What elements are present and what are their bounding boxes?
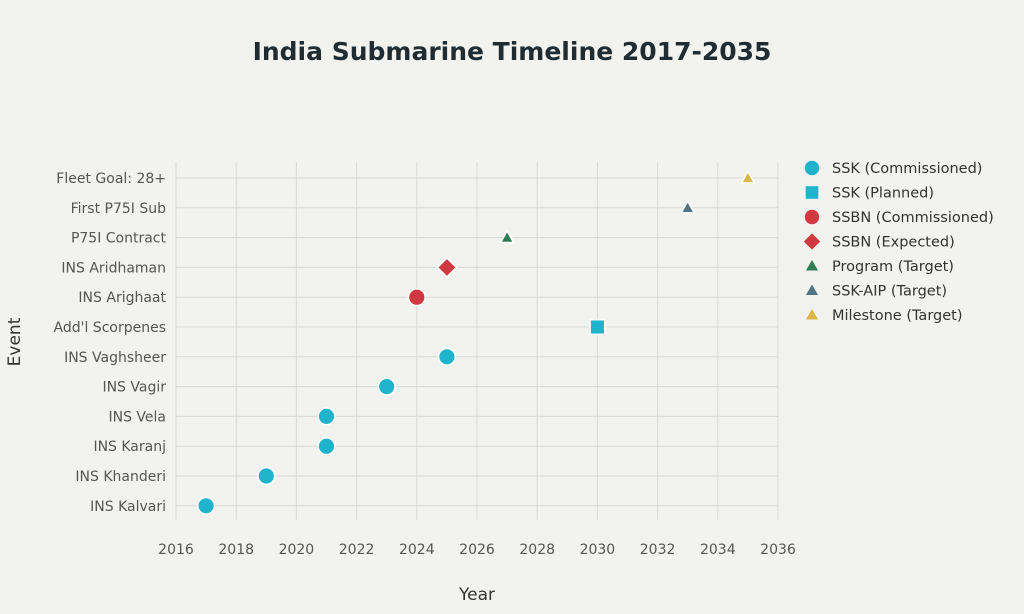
legend-label: Program (Target) — [832, 259, 954, 275]
y-axis-title: Event — [5, 317, 25, 366]
y-tick-label: Add'l Scorpenes — [54, 320, 166, 336]
y-tick-label: INS Khanderi — [75, 469, 166, 485]
legend-label: Milestone (Target) — [832, 308, 963, 324]
chart-title: India Submarine Timeline 2017-2035 — [253, 37, 772, 66]
data-points — [196, 169, 756, 515]
legend: SSK (Commissioned) SSK (Planned) SSBN (Com… — [803, 160, 994, 324]
x-tick-label: 2028 — [519, 542, 555, 558]
data-point — [257, 466, 276, 486]
x-tick-label: 2032 — [640, 542, 676, 558]
legend-label: SSBN (Commissioned) — [832, 210, 994, 226]
x-tick-label: 2026 — [459, 542, 495, 558]
grid — [175, 162, 779, 520]
data-point — [437, 347, 457, 366]
data-point — [317, 437, 336, 456]
legend-label: SSK-AIP (Target) — [832, 284, 947, 300]
x-tick-label: 2034 — [700, 542, 736, 558]
data-point — [196, 496, 216, 515]
legend-marker — [803, 233, 821, 250]
legend-marker — [805, 308, 819, 320]
x-tick-label: 2036 — [760, 542, 796, 558]
data-point — [317, 407, 336, 426]
legend-marker — [804, 209, 820, 225]
y-tick-label: INS Aridhaman — [61, 260, 166, 276]
y-axis-ticks: INS Kalvari INS Khanderi INS Karanj INS Vel… — [54, 171, 167, 515]
data-point — [589, 318, 606, 336]
legend-label: SSK (Commissioned) — [832, 161, 982, 177]
x-tick-label: 2020 — [279, 542, 315, 558]
legend-label: SSK (Planned) — [832, 186, 934, 202]
data-point — [407, 288, 426, 307]
y-tick-label: Fleet Goal: 28+ — [56, 171, 166, 187]
legend-marker — [805, 259, 819, 271]
x-axis-ticks: 2016 2018 2020 2022 2024 2026 2028 2030 2032 2034… — [158, 542, 796, 558]
x-axis-title: Year — [458, 585, 495, 605]
legend-marker — [804, 160, 820, 176]
y-tick-label: INS Arighaat — [78, 290, 166, 306]
y-tick-label: INS Vagir — [102, 380, 166, 396]
data-point — [679, 199, 696, 214]
y-tick-label: P75I Contract — [71, 231, 167, 247]
data-point — [377, 377, 396, 396]
x-tick-label: 2018 — [218, 542, 254, 558]
data-point — [739, 169, 756, 184]
x-tick-label: 2022 — [339, 542, 375, 558]
x-tick-label: 2024 — [399, 542, 435, 558]
legend-label: SSBN (Expected) — [832, 235, 955, 251]
legend-marker — [805, 186, 819, 199]
x-tick-label: 2030 — [580, 542, 616, 558]
y-tick-label: INS Vela — [108, 409, 166, 425]
x-tick-label: 2016 — [158, 542, 194, 558]
data-point — [436, 256, 458, 279]
data-point — [499, 229, 516, 244]
legend-marker — [805, 284, 819, 296]
y-tick-label: INS Karanj — [93, 439, 166, 455]
y-tick-label: INS Vaghsheer — [64, 350, 166, 366]
y-tick-label: First P75I Sub — [71, 201, 167, 217]
y-tick-label: INS Kalvari — [90, 499, 166, 515]
